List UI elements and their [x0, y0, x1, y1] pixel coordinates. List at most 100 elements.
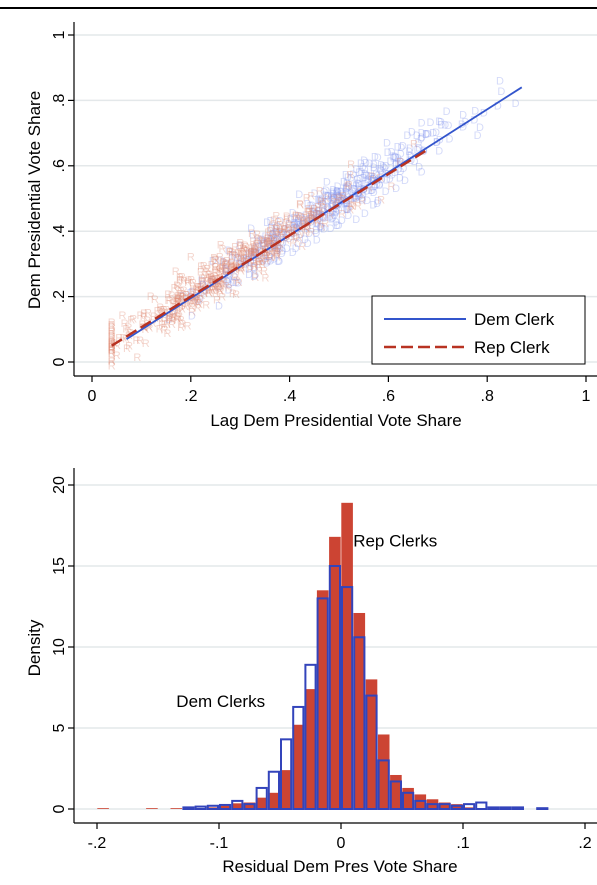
scatter-marker: R — [132, 335, 140, 347]
scatter-marker: R — [270, 244, 278, 256]
scatter-marker: D — [370, 172, 378, 184]
scatter-marker: R — [248, 243, 256, 255]
scatter-marker: D — [263, 247, 271, 259]
scatter-marker: D — [392, 183, 400, 195]
scatter-marker: D — [255, 256, 263, 268]
scatter-marker: D — [403, 130, 411, 142]
scatter-marker: D — [354, 178, 362, 190]
scatter-marker: D — [397, 157, 405, 169]
scatter-marker: D — [339, 191, 347, 203]
scatter-marker: R — [108, 320, 116, 332]
scatter-marker: D — [274, 256, 282, 268]
scatter-marker: R — [315, 205, 323, 217]
scatter-marker: D — [317, 221, 325, 233]
histogram-bar-dem — [377, 759, 390, 811]
scatter-marker: R — [222, 281, 230, 293]
scatter-marker: D — [497, 86, 505, 98]
scatter-x-axis-label: Lag Dem Presidential Vote Share — [210, 411, 461, 430]
scatter-marker: R — [212, 288, 220, 300]
scatter-marker: D — [370, 159, 378, 171]
scatter-marker: R — [240, 245, 248, 257]
scatter-marker: R — [189, 284, 197, 296]
scatter-marker: D — [334, 186, 342, 198]
scatter-marker: R — [192, 294, 200, 306]
scatter-marker: R — [239, 243, 247, 255]
scatter-marker: D — [282, 230, 290, 242]
x-tick-label: 1 — [582, 388, 591, 405]
scatter-marker: R — [166, 295, 174, 307]
scatter-marker: D — [342, 186, 350, 198]
scatter-marker: R — [133, 352, 141, 364]
scatter-marker: R — [113, 350, 121, 362]
fitted-lines — [111, 86, 523, 347]
histogram-bar-rep — [255, 797, 268, 809]
scatter-marker: R — [230, 262, 238, 274]
scatter-marker: R — [193, 291, 201, 303]
scatter-marker: D — [343, 204, 351, 216]
scatter-marker: R — [166, 313, 174, 325]
scatter-marker: R — [272, 232, 280, 244]
scatter-marker: D — [273, 235, 281, 247]
scatter-marker: R — [218, 262, 226, 274]
scatter-marker: R — [276, 243, 284, 255]
scatter-marker: R — [248, 250, 256, 262]
scatter-marker: D — [342, 184, 350, 196]
histogram-bar-dem — [328, 565, 341, 810]
scatter-marker: D — [313, 235, 321, 247]
scatter-marker: R — [308, 213, 316, 225]
scatter-marker: R — [210, 252, 218, 264]
scatter-marker: D — [291, 217, 299, 229]
scatter-marker: R — [108, 326, 116, 338]
scatter-marker: D — [343, 183, 351, 195]
scatter-marker: D — [322, 190, 330, 202]
histogram-axes: 0 5 10 15 20 -.2 -.1 0 .1 .2 — [51, 468, 597, 852]
scatter-marker: R — [346, 205, 354, 217]
scatter-marker: D — [357, 166, 365, 178]
scatter-marker: D — [352, 193, 360, 205]
scatter-marker: R — [216, 286, 224, 298]
scatter-marker: R — [260, 235, 268, 247]
scatter-marker: R — [303, 224, 311, 236]
scatter-marker: D — [303, 215, 311, 227]
scatter-marker: R — [194, 302, 202, 314]
scatter-marker: D — [303, 223, 311, 235]
scatter-marker: D — [315, 206, 323, 218]
scatter-legend: Dem Clerk Rep Clerk — [371, 295, 586, 365]
histogram-bar-rep — [170, 808, 183, 809]
scatter-marker: R — [241, 260, 249, 272]
scatter-marker: D — [297, 229, 305, 241]
scatter-marker: D — [247, 257, 255, 269]
scatter-marker: R — [282, 218, 290, 230]
scatter-marker: R — [228, 249, 236, 261]
scatter-marker: D — [476, 122, 484, 134]
scatter-marker: R — [194, 297, 202, 309]
scatter-marker: R — [165, 314, 173, 326]
scatter-marker: R — [250, 246, 258, 258]
scatter-marker: R — [358, 195, 366, 207]
scatter-marker: R — [227, 259, 235, 271]
scatter-marker: D — [274, 243, 282, 255]
scatter-marker: D — [247, 247, 255, 259]
scatter-marker: D — [249, 229, 257, 241]
scatter-marker: R — [347, 200, 355, 212]
scatter-marker: R — [174, 307, 182, 319]
scatter-marker: R — [178, 272, 186, 284]
scatter-marker: R — [166, 311, 174, 323]
histogram-bar-rep — [377, 734, 390, 809]
scatter-marker: D — [271, 222, 279, 234]
scatter-marker: R — [266, 252, 274, 264]
scatter-marker: R — [260, 250, 268, 262]
scatter-marker: R — [174, 290, 182, 302]
scatter-marker: R — [307, 191, 315, 203]
y-tick-label: .4 — [51, 224, 68, 237]
scatter-marker: D — [324, 202, 332, 214]
scatter-marker: R — [197, 266, 205, 278]
scatter-marker: D — [394, 141, 402, 153]
scatter-marker: R — [305, 212, 313, 224]
scatter-marker: R — [240, 245, 248, 257]
scatter-marker: R — [176, 275, 184, 287]
scatter-marker: R — [299, 215, 307, 227]
scatter-marker: R — [140, 308, 148, 320]
scatter-marker: D — [413, 130, 421, 142]
scatter-marker: R — [108, 342, 116, 354]
